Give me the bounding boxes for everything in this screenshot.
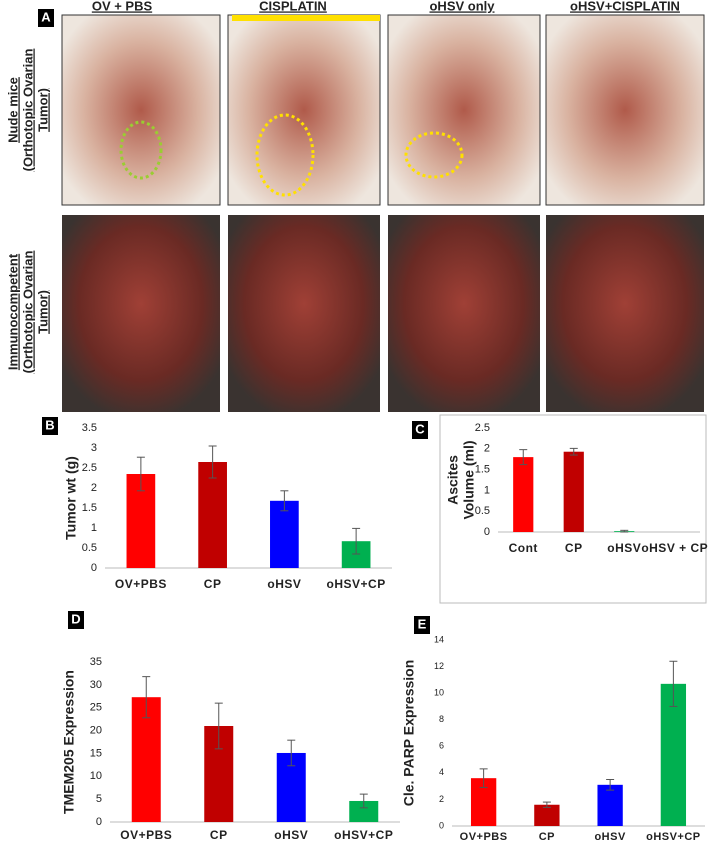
tumor-outline [255,113,315,197]
y-tick-label: 25 [90,702,102,714]
panel-label: E [418,616,427,631]
panel-label: C [415,421,425,436]
y-tick-label: 1.5 [82,502,97,514]
row-label: Nude mice [5,77,20,143]
bar [513,457,534,532]
y-tick-label: 10 [90,770,102,782]
panel-label-box [42,417,58,435]
photo [228,215,380,412]
y-tick-label: 6 [439,741,444,751]
x-tick-label: CP [565,541,583,555]
x-tick-label: oHSV+CP [334,828,393,842]
y-tick-label: 0.5 [82,542,97,554]
y-tick-label: 3.5 [82,422,97,434]
panel-label: A [41,9,51,24]
y-tick-label: 1 [484,484,490,496]
y-tick-label: 12 [434,661,444,671]
x-tick-label: OV+PBS [460,831,508,843]
panel-label-box [68,611,84,629]
tumor-outline [119,120,163,180]
y-axis-label: Volume (ml) [461,440,477,519]
photo [388,215,540,412]
y-tick-label: 20 [90,724,102,736]
row-label: Immunocompetent [5,253,20,370]
photo [545,14,705,206]
x-tick-label: OV+PBS [120,828,172,842]
row-label: Tumor) [35,290,50,334]
photo [61,14,221,206]
photo [387,14,541,206]
y-tick-label: 0.5 [475,505,490,517]
column-header: CISPLATIN [259,0,327,13]
panel-label: D [71,611,80,626]
y-tick-label: 1.5 [475,464,490,476]
bar [198,462,227,568]
y-tick-label: 2 [439,794,444,804]
y-tick-label: 15 [90,747,102,759]
y-axis-label: Cle. PARP Expression [401,660,417,807]
x-tick-label: oHSV+CP [327,577,386,591]
y-tick-label: 14 [434,634,444,644]
photo [62,215,220,412]
x-tick-label: oHSV [267,577,301,591]
panel-label-box [38,9,54,27]
column-header: OV + PBS [92,0,153,13]
photo [546,215,704,412]
panel-label: B [45,417,54,432]
y-tick-label: 3 [91,442,97,454]
x-tick-label: oHSV [594,831,626,843]
photo [227,14,381,206]
bar [660,683,687,826]
x-tick-label: CP [539,831,555,843]
y-tick-label: 4 [439,767,444,777]
panel-c-frame [439,414,707,604]
y-tick-label: 8 [439,714,444,724]
row-label: (Orthotopic Ovarian [20,251,35,374]
y-tick-label: 5 [96,793,102,805]
photo-edge [232,15,380,21]
row-label: Tumor) [35,88,50,132]
panel-label-box [414,616,430,634]
y-tick-label: 30 [90,679,102,691]
x-tick-label: CP [210,828,228,842]
bar [270,500,299,568]
y-tick-label: 0 [91,562,97,574]
y-tick-label: 0 [484,526,490,538]
y-tick-label: 2.5 [475,422,490,434]
bar [349,800,379,822]
bar [563,451,584,532]
y-tick-label: 10 [434,688,444,698]
x-tick-label: CP [204,577,222,591]
y-axis-label: TMEM205 Expression [61,670,77,814]
x-tick-label: OV+PBS [115,577,167,591]
panel-label-box [412,421,428,439]
x-tick-label: oHSV [274,828,308,842]
bar [534,804,560,826]
x-tick-label: oHSV + CP [641,541,708,555]
tumor-outline [404,131,464,179]
row-label: (Orthotopic Ovarian [20,49,35,172]
y-tick-label: 0 [96,816,102,828]
column-header: oHSV+CISPLATIN [570,0,680,13]
y-tick-label: 2 [91,482,97,494]
y-tick-label: 0 [439,820,444,830]
x-tick-label: oHSV+CP [646,831,701,843]
y-axis-label: Tumor wt (g) [63,456,79,540]
x-tick-label: oHSV [607,541,641,555]
x-tick-label: Cont [509,541,538,555]
y-tick-label: 2.5 [82,462,97,474]
y-axis-label: Ascites [445,455,461,505]
photos [61,14,705,412]
y-tick-label: 1 [91,522,97,534]
bar [597,784,623,826]
y-tick-label: 35 [90,656,102,668]
column-header: oHSV only [429,0,495,13]
y-tick-label: 2 [484,443,490,455]
